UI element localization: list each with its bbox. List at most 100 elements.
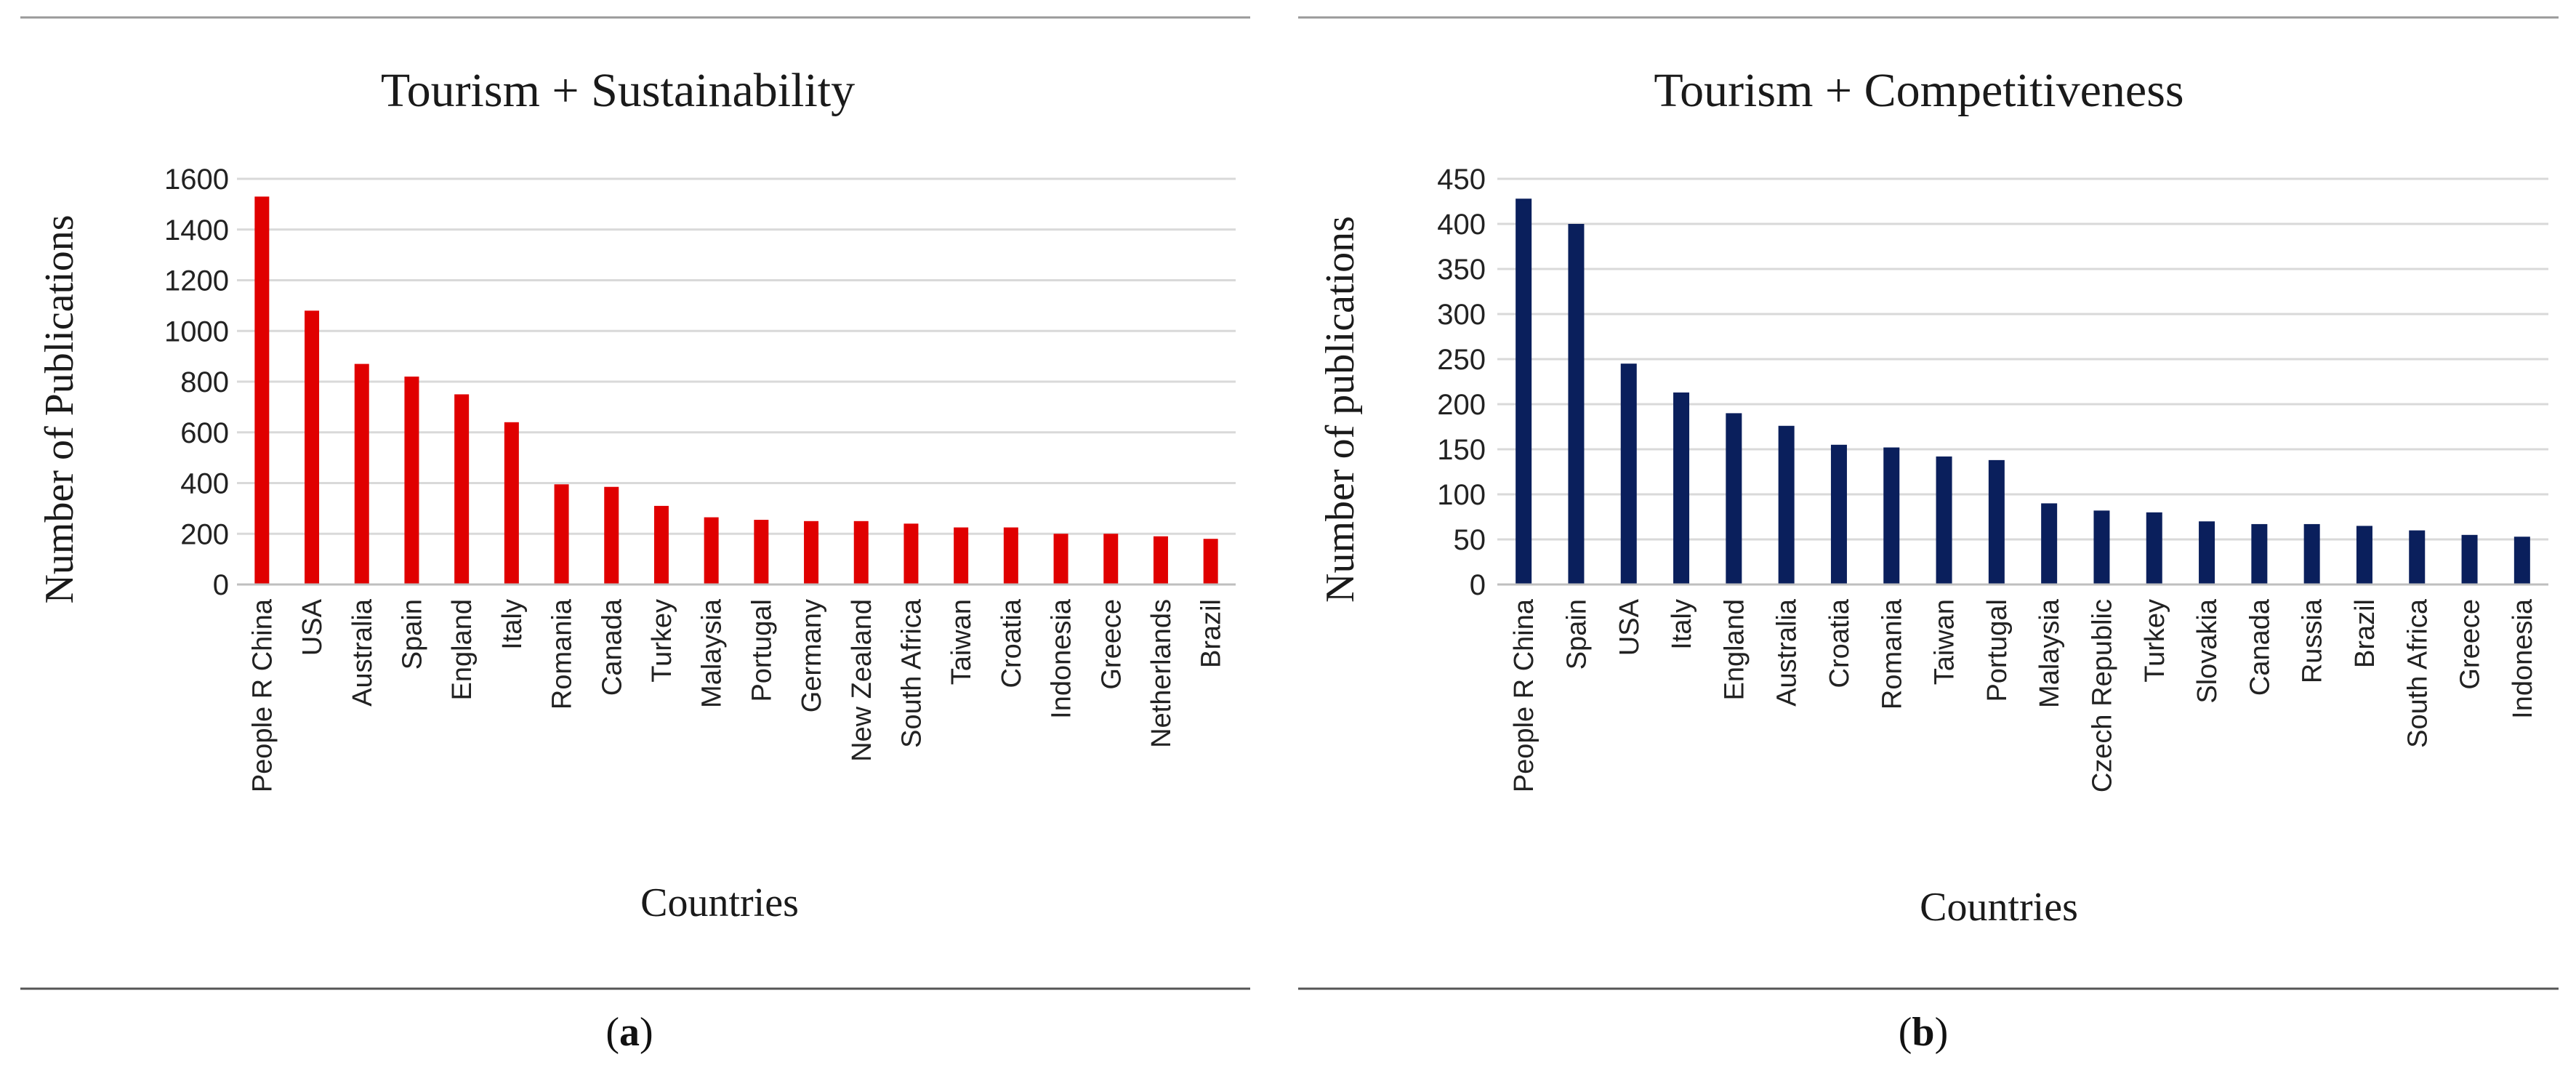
category-label: Turkey xyxy=(647,599,677,683)
category-label: Czech Republic xyxy=(2087,599,2117,792)
bar xyxy=(2041,503,2058,584)
bar xyxy=(1053,534,1068,584)
y-tick-label: 800 xyxy=(180,366,229,398)
y-tick-label: 1600 xyxy=(164,164,229,196)
bar xyxy=(2093,510,2110,584)
category-label: Australia xyxy=(1772,598,1803,707)
bar xyxy=(1153,536,1168,584)
bar xyxy=(1620,363,1637,584)
category-labels: People R China USA Australia Spain England It… xyxy=(247,598,1226,792)
chart-sustainability: Tourism + Sustainability Number of Publi… xyxy=(37,64,1236,925)
y-tick-label: 600 xyxy=(180,417,229,449)
category-label: South Africa xyxy=(2402,598,2433,748)
category-label: Germany xyxy=(797,599,827,712)
category-label: USA xyxy=(1614,598,1645,656)
y-tick-label: 200 xyxy=(1437,389,1486,421)
bar xyxy=(2303,523,2320,584)
category-label: Russia xyxy=(2298,598,2328,683)
caption-b-letter: b xyxy=(1912,1010,1934,1055)
bar xyxy=(1726,413,1742,584)
bar xyxy=(2409,530,2426,584)
category-label: Malaysia xyxy=(2034,598,2065,708)
bar xyxy=(404,377,419,584)
bar xyxy=(1203,539,1218,584)
bar xyxy=(2356,526,2372,584)
chart-title: Tourism + Sustainability xyxy=(381,64,855,117)
y-tick-label: 250 xyxy=(1437,344,1486,376)
category-label: Canada xyxy=(2245,598,2275,696)
category-label: Indonesia xyxy=(1047,598,1077,719)
category-label: Italy xyxy=(497,599,528,650)
x-axis-title: Countries xyxy=(1920,885,2078,930)
bar xyxy=(2146,512,2162,584)
bar xyxy=(1830,444,1847,584)
category-label: Taiwan xyxy=(1930,599,1960,685)
y-axis-title: Number of publications xyxy=(1318,216,1363,603)
bar xyxy=(1103,534,1119,584)
category-label: Australia xyxy=(347,598,378,707)
bar xyxy=(254,196,270,585)
y-tick-label: 0 xyxy=(1470,569,1486,601)
bar xyxy=(354,363,369,584)
bar xyxy=(653,505,669,584)
y-tick-label: 350 xyxy=(1437,254,1486,286)
bar xyxy=(1778,425,1795,584)
y-tick-label: 450 xyxy=(1437,164,1486,196)
y-tick-label: 1200 xyxy=(164,265,229,297)
category-label: Greece xyxy=(1096,599,1127,690)
bar xyxy=(853,521,869,584)
category-label: Portugal xyxy=(1982,599,2013,702)
bar xyxy=(604,486,619,584)
chart-title: Tourism + Competitiveness xyxy=(1654,64,2183,117)
category-label: Croatia xyxy=(1824,598,1855,688)
bar xyxy=(903,523,919,584)
y-tick-label: 1400 xyxy=(164,214,229,246)
y-tick-label: 400 xyxy=(180,468,229,500)
y-tick-label: 400 xyxy=(1437,209,1486,241)
caption-b: (b) xyxy=(1899,1010,1948,1055)
bar xyxy=(2251,523,2268,584)
category-label: Croatia xyxy=(997,598,1027,688)
bar xyxy=(804,521,819,584)
y-tick-label: 200 xyxy=(180,518,229,550)
category-label: Spain xyxy=(397,599,427,670)
bar xyxy=(1936,456,1952,584)
bar xyxy=(1883,447,1900,584)
y-tick-label: 1000 xyxy=(164,316,229,347)
bars xyxy=(1516,198,2530,584)
category-label: People R China xyxy=(1509,598,1539,792)
y-tick-label: 50 xyxy=(1454,524,1486,556)
category-label: England xyxy=(1719,599,1750,700)
category-label: People R China xyxy=(247,598,278,792)
caption-a-letter: a xyxy=(619,1010,640,1055)
bar xyxy=(1516,198,1532,584)
category-label: Brazil xyxy=(2350,599,2380,668)
bar xyxy=(704,517,719,584)
bar xyxy=(504,422,519,584)
bar xyxy=(2199,521,2215,584)
category-label: Romania xyxy=(547,598,578,710)
y-tick-label: 100 xyxy=(1437,479,1486,511)
gridlines xyxy=(237,177,1236,535)
y-tick-labels: 0 200 400 600 800 1000 1200 1400 1600 xyxy=(164,164,229,601)
category-label: Romania xyxy=(1877,598,1907,710)
bar xyxy=(1673,392,1690,584)
category-labels: People R China Spain USA Italy England Austra… xyxy=(1509,598,2538,792)
category-label: New Zealand xyxy=(847,599,877,762)
category-label: Malaysia xyxy=(697,598,728,708)
bar xyxy=(554,484,569,584)
bar xyxy=(305,310,320,584)
bar xyxy=(1003,527,1018,584)
bar xyxy=(754,520,769,584)
bar xyxy=(1568,224,1585,584)
category-label: Slovakia xyxy=(2192,598,2223,703)
y-tick-label: 150 xyxy=(1437,434,1486,466)
category-label: England xyxy=(447,599,478,700)
y-tick-label: 300 xyxy=(1437,299,1486,331)
category-label: Spain xyxy=(1561,599,1592,670)
bar xyxy=(954,527,969,584)
x-axis-title: Countries xyxy=(640,880,799,925)
y-axis-title: Number of Publications xyxy=(37,214,82,603)
y-tick-label: 0 xyxy=(213,569,229,601)
bar xyxy=(1988,459,2005,584)
